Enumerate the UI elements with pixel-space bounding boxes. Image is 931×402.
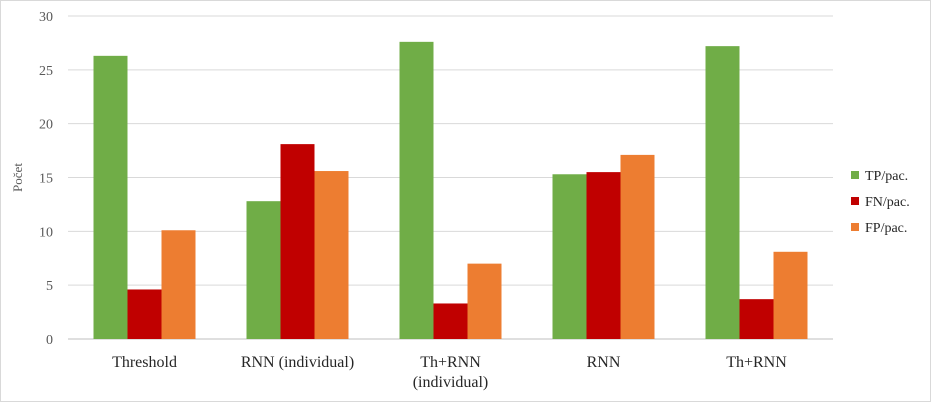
legend-swatch xyxy=(851,171,859,179)
bar-fppac xyxy=(161,230,196,339)
bar-fnpac xyxy=(433,303,468,339)
y-tick-label: 25 xyxy=(39,64,53,79)
category-label: RNN (individual) xyxy=(241,354,354,371)
y-axis-title: Počet xyxy=(10,163,25,192)
y-tick-label: 30 xyxy=(39,10,53,25)
bar-fppac xyxy=(773,251,808,339)
y-tick-label: 15 xyxy=(39,172,53,187)
category-label: Th+RNN xyxy=(726,354,787,371)
bar-tppac xyxy=(246,201,281,339)
bar-fnpac xyxy=(280,144,315,339)
legend-swatch xyxy=(851,197,859,205)
legend-label: FN/pac. xyxy=(865,195,910,210)
legend-label: FP/pac. xyxy=(865,221,907,236)
y-tick-label: 5 xyxy=(46,279,53,294)
category-label: Th+RNN xyxy=(420,354,481,371)
legend-label: TP/pac. xyxy=(865,169,908,184)
bar-tppac xyxy=(552,174,587,339)
bar-tppac xyxy=(93,55,128,339)
category-label: (individual) xyxy=(413,374,489,391)
y-tick-label: 0 xyxy=(46,333,53,348)
bar-fppac xyxy=(467,263,502,339)
bar-tppac xyxy=(705,46,740,339)
bar-fnpac xyxy=(127,289,162,339)
bar-fppac xyxy=(620,154,655,339)
bar-fnpac xyxy=(739,299,774,339)
bar-tppac xyxy=(399,41,434,340)
y-tick-label: 20 xyxy=(39,118,53,133)
bar-fnpac xyxy=(586,172,621,339)
category-label: Threshold xyxy=(112,354,177,371)
category-label: RNN xyxy=(587,354,621,371)
bar-fppac xyxy=(314,171,349,339)
y-tick-label: 10 xyxy=(39,225,53,240)
legend-swatch xyxy=(851,223,859,231)
